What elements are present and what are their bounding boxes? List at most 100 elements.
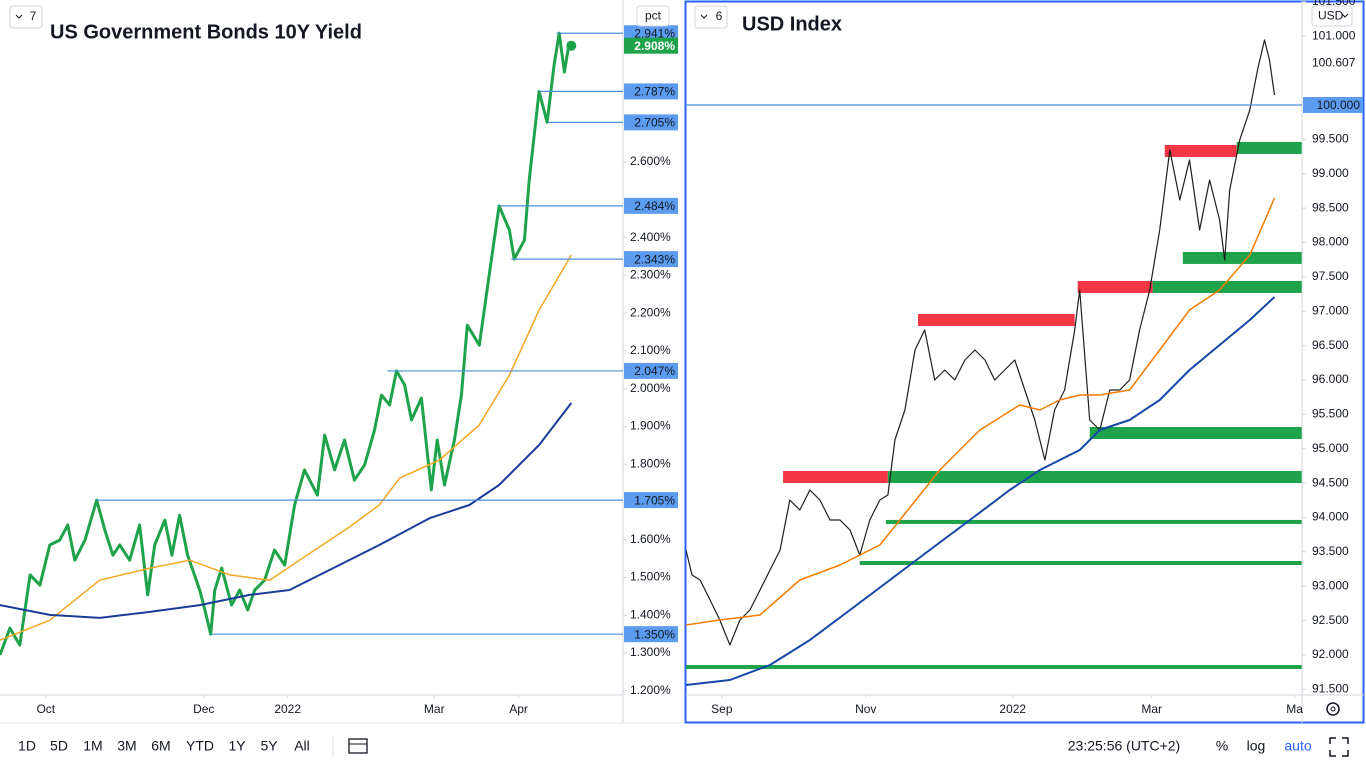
log-toggle[interactable]: log (1247, 738, 1266, 754)
chevron (700, 14, 708, 19)
y-tick-label: 95.500 (1312, 407, 1349, 421)
range-button[interactable]: 1Y (228, 738, 246, 754)
y-tick-label: 93.000 (1312, 578, 1349, 592)
level-label: 1.705% (634, 493, 675, 507)
x-tick-label: 2022 (999, 702, 1026, 716)
y-tick-label: 1.800% (630, 456, 671, 470)
level-label: 1.350% (634, 627, 675, 641)
y-tick-label: 1.500% (630, 570, 671, 584)
support-line (859, 560, 1302, 565)
x-tick-label: Mar (424, 702, 445, 716)
zone (1077, 280, 1153, 293)
series-line (0, 31, 573, 656)
last-value-label: 2.908% (634, 39, 675, 53)
chart-title: USD Index (742, 13, 842, 35)
toolbar: 1D 5D 1M 3M 6M YTD 1Y 5Y All (18, 738, 310, 754)
y-tick-label: 98.500 (1312, 200, 1349, 214)
auto-toggle[interactable]: auto (1284, 738, 1311, 754)
zone (1164, 144, 1237, 157)
chevron (15, 14, 23, 19)
y-tick-label: 1.600% (630, 532, 671, 546)
range-button[interactable]: 1D (18, 738, 36, 754)
x-tick-label: 2022 (274, 702, 301, 716)
fullscreen-icon[interactable] (1329, 737, 1349, 757)
y-tick-label: 92.000 (1312, 647, 1349, 661)
gear-hub (1330, 706, 1336, 712)
level-label: 2.343% (634, 252, 675, 266)
y-tick-label: 95.000 (1312, 441, 1349, 455)
range-button[interactable]: 5Y (260, 738, 278, 754)
range-button[interactable]: YTD (186, 738, 214, 754)
level-label: 2.484% (634, 199, 675, 213)
level-badge (624, 197, 678, 214)
range-button[interactable]: All (294, 738, 310, 754)
x-tick-label: Sep (711, 702, 733, 716)
range-button[interactable]: 3M (117, 738, 136, 754)
level-badge (624, 25, 678, 42)
chart-usd: 91.500 92.000 92.500 93.000 93.500 94.000 94.5… (686, 0, 1363, 716)
zone (1182, 251, 1302, 264)
y-tick-label: 93.500 (1312, 544, 1349, 558)
y-tick-label: 2.100% (630, 343, 671, 357)
y-tick-label: 2.000% (630, 381, 671, 395)
range-button[interactable]: 5D (50, 738, 68, 754)
range-button[interactable]: 1M (83, 738, 102, 754)
x-tick-label: Apr (509, 702, 528, 716)
collapse-button[interactable] (9, 5, 43, 29)
gear (1326, 702, 1340, 716)
level-badge (624, 83, 678, 100)
y-tick-label: 96.000 (1312, 372, 1349, 386)
clock: 23:25:56 (UTC+2) (1068, 738, 1180, 754)
y-tick-label: 2.200% (630, 305, 671, 319)
level-badge (624, 492, 678, 509)
level-label: 2.941% (634, 26, 675, 40)
x-tick-label: Dec (193, 702, 214, 716)
y-tick-label: 1.200% (630, 683, 671, 697)
compare-icon[interactable] (348, 738, 368, 754)
y-tick-label: 2.400% (630, 230, 671, 244)
unit-label: USD (1318, 9, 1344, 23)
zone (1152, 280, 1302, 293)
unit-button[interactable] (636, 5, 670, 27)
level-badge (624, 114, 678, 131)
unit-label: pct (645, 9, 662, 23)
level-badge (1303, 96, 1363, 113)
series-line (0, 402, 573, 619)
y-tick-label: 1.400% (630, 607, 671, 621)
series-line (686, 296, 1276, 686)
level-label: 100.000 (1317, 98, 1361, 112)
y-tick-label: 101.500 (1312, 0, 1356, 8)
percent-toggle[interactable]: % (1216, 738, 1228, 754)
y-tick-label: 2.300% (630, 268, 671, 282)
x-tick-label: Ma (1286, 702, 1303, 716)
plot-area (0, 31, 573, 656)
range-button[interactable]: 6M (151, 738, 170, 754)
collapse-button[interactable] (694, 5, 728, 29)
last-point (566, 40, 577, 51)
level-label: 2.787% (634, 85, 675, 99)
chart-yield: 1.200% 1.300% 1.400% 1.500% 1.600% 1.800% 1.90… (0, 25, 678, 716)
y-tick-label: 97.500 (1312, 269, 1349, 283)
zone (918, 313, 1075, 326)
level-badge (624, 251, 678, 268)
y-tick-label: 2.600% (630, 154, 671, 168)
level-badge (624, 626, 678, 643)
series-line (686, 197, 1276, 626)
y-tick-label: 94.000 (1312, 510, 1349, 524)
active-pane-border (684, 0, 1365, 724)
level-label: 2.705% (634, 116, 675, 130)
unit-button[interactable] (1311, 5, 1353, 27)
series-line (686, 39, 1276, 646)
y-tick-label: 98.000 (1312, 235, 1349, 249)
settings-icon[interactable] (1326, 702, 1340, 716)
x-tick-label: Nov (855, 702, 876, 716)
y-tick-label: 99.000 (1312, 166, 1349, 180)
y-tick-label: 97.000 (1312, 303, 1349, 317)
support-line (686, 665, 1302, 670)
last-value-badge (624, 37, 678, 54)
y-tick-label: 101.000 (1312, 28, 1356, 42)
zone (783, 470, 888, 483)
y-tick-label: 94.500 (1312, 475, 1349, 489)
